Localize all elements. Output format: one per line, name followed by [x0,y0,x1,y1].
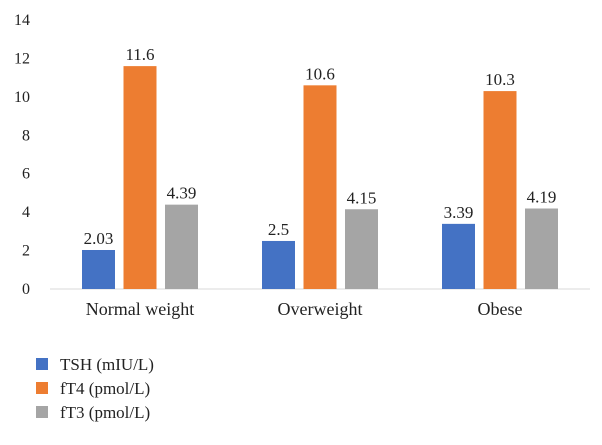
y-tick-label: 4 [22,204,30,221]
data-labels: 2.03 11.6 4.39 2.5 10.6 4.15 3.39 10.3 4.19 [84,45,557,248]
bar [483,91,517,289]
data-label: 2.03 [84,229,114,248]
data-label: 10.3 [485,70,515,89]
data-label: 4.19 [527,187,557,206]
legend-swatch [36,358,48,370]
x-tick-label: Normal weight [86,299,194,319]
data-label: 2.5 [268,220,289,239]
legend: TSH (mIU/L) fT4 (pmol/L) fT3 (pmol/L) [36,355,154,422]
data-label: 4.15 [347,188,377,207]
x-axis: Normal weight Overweight Obese [50,288,590,319]
data-label: 3.39 [444,203,474,222]
y-tick-label: 2 [22,243,30,260]
data-label: 10.6 [305,64,335,83]
bar [262,240,295,289]
data-label: 11.6 [125,45,154,64]
y-tick-label: 12 [14,50,30,67]
y-tick-label: 10 [14,89,30,106]
bars [82,66,558,289]
bar [303,85,337,289]
y-tick-label: 0 [22,281,30,298]
legend-label: fT4 (pmol/L) [60,379,150,398]
legend-swatch [36,382,48,394]
legend-label: TSH (mIU/L) [60,355,154,374]
bar [165,204,198,289]
y-tick-label: 6 [22,166,30,183]
x-tick-label: Obese [478,299,523,319]
y-axis: 0 2 4 6 8 10 12 14 [14,12,30,298]
y-tick-label: 14 [14,12,30,29]
data-label: 4.39 [167,184,197,203]
bar [82,249,115,289]
bar [123,66,157,289]
bar [345,209,378,289]
x-tick-label: Overweight [278,299,363,319]
bar [442,223,475,289]
bar [525,208,558,289]
y-tick-label: 8 [22,127,30,144]
legend-swatch [36,406,48,418]
legend-label: fT3 (pmol/L) [60,403,150,422]
